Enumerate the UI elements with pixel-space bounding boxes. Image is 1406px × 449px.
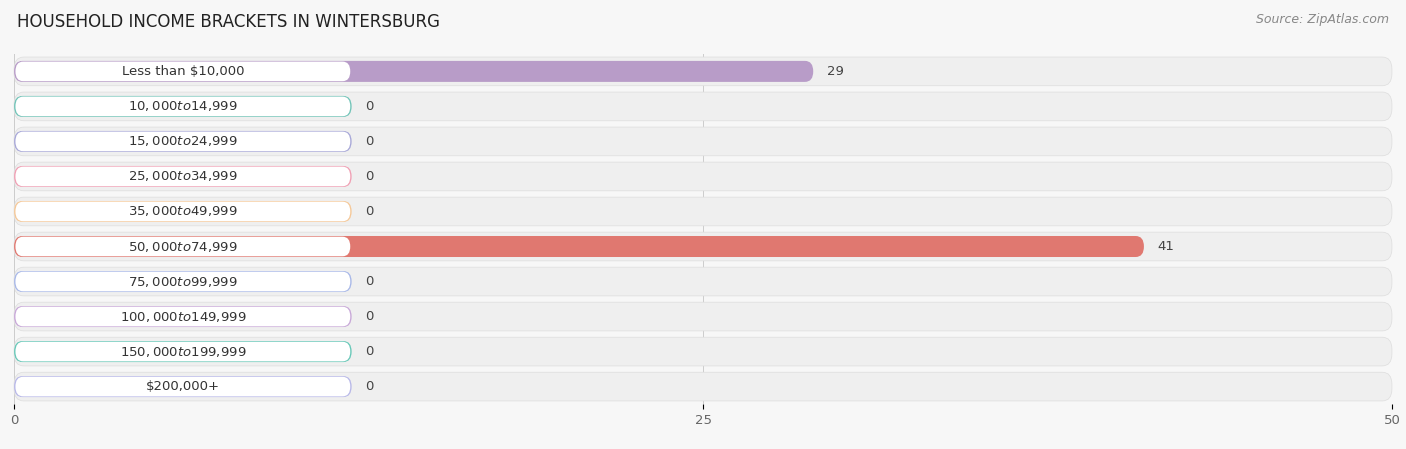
FancyBboxPatch shape [14, 302, 1392, 331]
Text: 41: 41 [1157, 240, 1174, 253]
Text: Less than $10,000: Less than $10,000 [121, 65, 245, 78]
Text: 0: 0 [366, 170, 374, 183]
Text: $35,000 to $49,999: $35,000 to $49,999 [128, 204, 238, 219]
FancyBboxPatch shape [14, 271, 352, 292]
FancyBboxPatch shape [15, 307, 350, 326]
FancyBboxPatch shape [14, 267, 1392, 296]
Text: HOUSEHOLD INCOME BRACKETS IN WINTERSBURG: HOUSEHOLD INCOME BRACKETS IN WINTERSBURG [17, 13, 440, 31]
FancyBboxPatch shape [14, 337, 1392, 366]
Text: 0: 0 [366, 100, 374, 113]
FancyBboxPatch shape [14, 166, 352, 187]
FancyBboxPatch shape [14, 57, 1392, 86]
Text: 0: 0 [366, 275, 374, 288]
FancyBboxPatch shape [14, 376, 352, 397]
FancyBboxPatch shape [14, 372, 1392, 401]
FancyBboxPatch shape [15, 202, 350, 221]
Text: $75,000 to $99,999: $75,000 to $99,999 [128, 274, 238, 289]
FancyBboxPatch shape [14, 92, 1392, 121]
Text: 0: 0 [366, 380, 374, 393]
Text: $50,000 to $74,999: $50,000 to $74,999 [128, 239, 238, 254]
FancyBboxPatch shape [14, 197, 1392, 226]
FancyBboxPatch shape [14, 127, 1392, 156]
FancyBboxPatch shape [15, 132, 350, 151]
Text: $25,000 to $34,999: $25,000 to $34,999 [128, 169, 238, 184]
FancyBboxPatch shape [15, 377, 350, 396]
Text: 0: 0 [366, 135, 374, 148]
FancyBboxPatch shape [14, 96, 352, 117]
FancyBboxPatch shape [14, 162, 1392, 191]
FancyBboxPatch shape [15, 237, 350, 256]
Text: 29: 29 [827, 65, 844, 78]
Text: 0: 0 [366, 205, 374, 218]
Text: $15,000 to $24,999: $15,000 to $24,999 [128, 134, 238, 149]
FancyBboxPatch shape [14, 341, 352, 362]
FancyBboxPatch shape [15, 97, 350, 116]
FancyBboxPatch shape [14, 61, 813, 82]
FancyBboxPatch shape [14, 131, 352, 152]
FancyBboxPatch shape [14, 236, 1144, 257]
Text: $150,000 to $199,999: $150,000 to $199,999 [120, 344, 246, 359]
FancyBboxPatch shape [14, 232, 1392, 261]
FancyBboxPatch shape [15, 167, 350, 186]
FancyBboxPatch shape [15, 342, 350, 361]
FancyBboxPatch shape [14, 201, 352, 222]
FancyBboxPatch shape [15, 272, 350, 291]
Text: $10,000 to $14,999: $10,000 to $14,999 [128, 99, 238, 114]
FancyBboxPatch shape [14, 306, 352, 327]
Text: $200,000+: $200,000+ [146, 380, 219, 393]
Text: 0: 0 [366, 310, 374, 323]
Text: Source: ZipAtlas.com: Source: ZipAtlas.com [1256, 13, 1389, 26]
Text: $100,000 to $149,999: $100,000 to $149,999 [120, 309, 246, 324]
FancyBboxPatch shape [15, 62, 350, 81]
Text: 0: 0 [366, 345, 374, 358]
